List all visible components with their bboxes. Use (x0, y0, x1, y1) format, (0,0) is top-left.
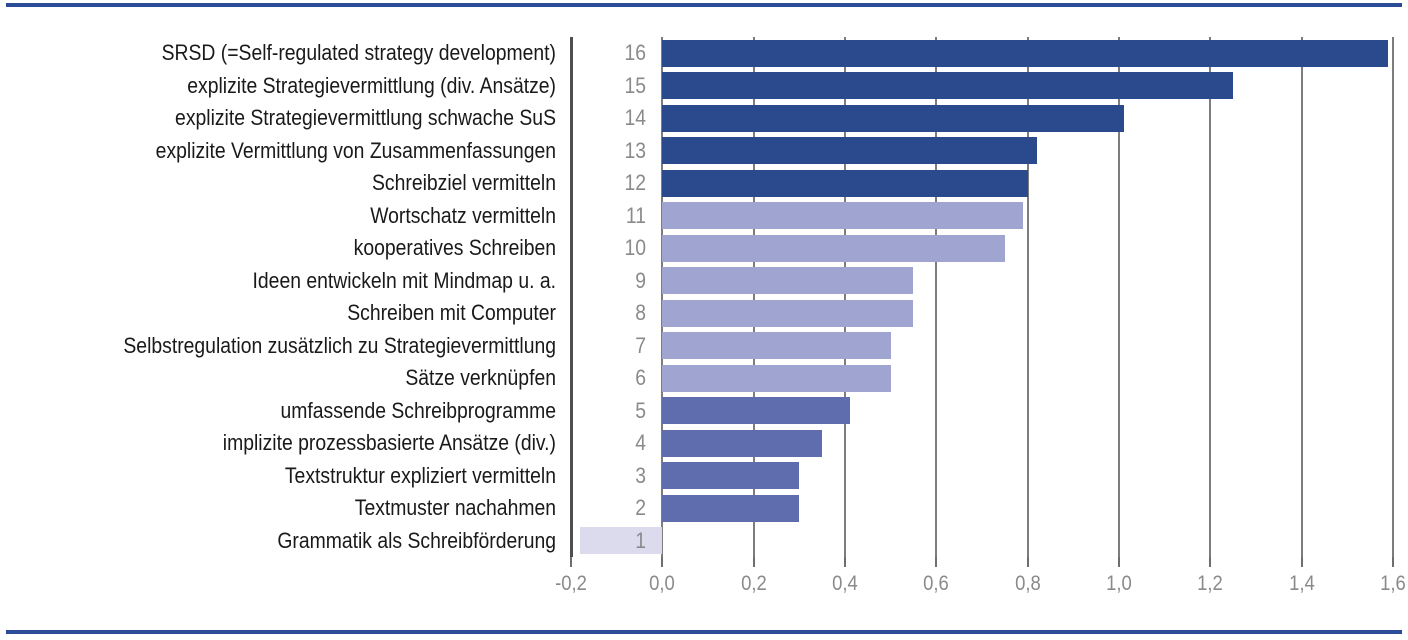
row-number: 2 (635, 495, 646, 520)
gridline (661, 37, 664, 557)
row-number: 16 (624, 40, 646, 65)
bar (662, 364, 891, 392)
bar (662, 397, 850, 425)
bar (662, 72, 1234, 100)
x-axis-tick-label: 0,6 (923, 572, 950, 595)
x-axis-tick (752, 557, 755, 567)
gridline (1300, 37, 1303, 557)
category-label: explizite Strategievermittlung schwache … (175, 105, 556, 130)
bar (662, 299, 914, 327)
row-number: 7 (635, 332, 646, 358)
x-axis-tick-label: 0,2 (740, 572, 767, 595)
category-label: Selbstregulation zusätzlich zu Strategie… (123, 332, 557, 358)
row-number: 13 (624, 137, 646, 163)
x-axis-tick-label: 1,0 (1106, 572, 1132, 595)
category-label: Wortschatz vermitteln (370, 202, 556, 228)
gridline (1118, 37, 1120, 557)
category-label: Textmuster nachahmen (354, 495, 556, 520)
bar (662, 429, 823, 457)
x-axis-tick (570, 557, 572, 567)
row-number: 6 (635, 365, 646, 390)
category-label: Schreiben mit Computer (347, 300, 556, 325)
x-axis-tick-label: 0,4 (832, 572, 858, 595)
x-axis-tick-label: -0,2 (555, 572, 587, 595)
bar (662, 137, 1037, 165)
category-label: Schreibziel vermitteln (372, 170, 556, 195)
top-border-rule (6, 3, 1402, 7)
row-number: 12 (624, 170, 646, 195)
axis-boundary-line (570, 37, 573, 557)
bar (662, 202, 1024, 230)
row-number: 11 (625, 202, 646, 228)
bar (662, 104, 1124, 132)
x-axis-tick (1209, 557, 1212, 567)
x-axis-tick (1300, 557, 1303, 567)
bar (662, 169, 1028, 197)
row-number: 8 (635, 300, 646, 325)
row-number: 1 (635, 527, 646, 553)
bar (580, 527, 663, 555)
x-axis-tick-label: 1,4 (1288, 572, 1315, 595)
x-axis-tick (661, 557, 664, 567)
row-number: 14 (624, 105, 646, 130)
x-axis-tick-label: 1,2 (1197, 572, 1224, 595)
category-label: umfassende Schreibprogramme (280, 397, 556, 423)
row-number: 4 (635, 430, 646, 455)
x-axis-tick (1118, 557, 1120, 567)
category-label: explizite Strategievermittlung (div. Ans… (187, 72, 556, 98)
gridline (1209, 37, 1212, 557)
x-axis-tick-label: 0,8 (1014, 572, 1041, 595)
category-label: Grammatik als Schreibförderung (277, 527, 556, 553)
row-number: 3 (635, 462, 646, 488)
category-label: Textstruktur expliziert vermitteln (284, 462, 556, 488)
bar (662, 267, 914, 295)
x-axis-tick (1392, 557, 1394, 567)
bar (662, 332, 891, 360)
bar (662, 234, 1005, 262)
bar (662, 39, 1389, 67)
category-label: implizite prozessbasierte Ansätze (div.) (222, 430, 556, 455)
category-label: Sätze verknüpfen (405, 365, 556, 390)
gridline (935, 37, 938, 557)
category-label: explizite Vermittlung von Zusammenfassun… (155, 137, 556, 163)
gridline (752, 37, 755, 557)
x-axis-tick-label: 0,0 (649, 572, 676, 595)
x-axis-tick-label: 1,6 (1380, 572, 1406, 595)
gridline (1392, 37, 1394, 557)
x-axis-tick (1026, 557, 1029, 567)
bar (662, 462, 800, 490)
x-axis-tick (844, 557, 846, 567)
category-labels-column: SRSD (=Self-regulated strategy developme… (0, 37, 556, 557)
row-number: 9 (635, 267, 646, 293)
row-number: 15 (624, 72, 646, 98)
x-axis-tick (935, 557, 938, 567)
row-number: 10 (624, 235, 646, 260)
bottom-border-rule (6, 630, 1402, 634)
row-number: 5 (635, 397, 646, 423)
category-label: Ideen entwickeln mit Mindmap u. a. (252, 267, 556, 293)
category-label: kooperatives Schreiben (353, 235, 556, 260)
bar (662, 494, 800, 522)
gridline (1026, 37, 1029, 557)
category-label: SRSD (=Self-regulated strategy developme… (161, 40, 556, 65)
gridline (844, 37, 846, 557)
plot-area: -0,2 0,0 0,2 0,4 0,6 0,8 1,0 1,2 1,4 1,6 16 15 14 13 1… (555, 37, 1406, 595)
